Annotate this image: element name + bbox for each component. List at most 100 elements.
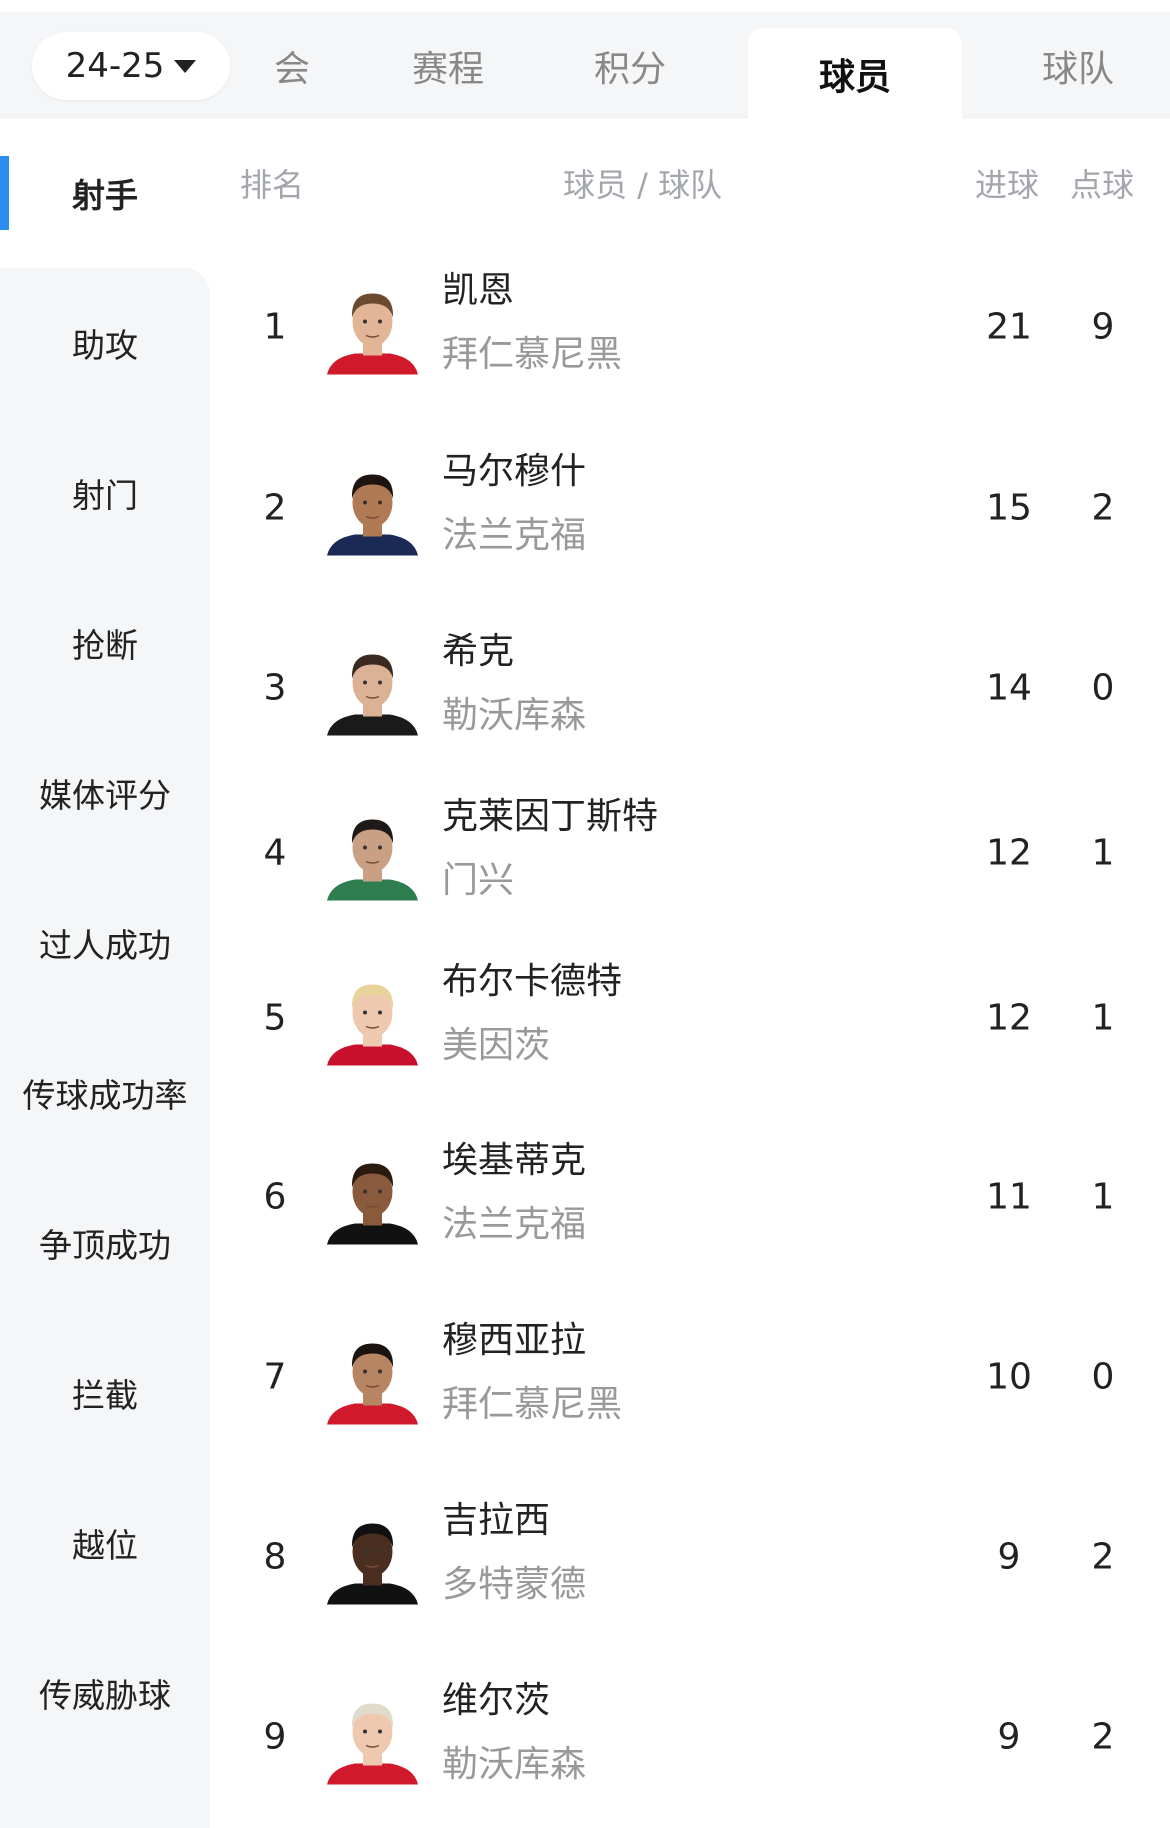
player-avatar	[327, 1523, 418, 1605]
team-name[interactable]: 法兰克福	[442, 515, 587, 556]
tab-standings[interactable]: 积分	[593, 49, 667, 90]
player-name[interactable]: 希克	[442, 631, 515, 672]
goals: 10	[986, 1356, 1032, 1398]
player-avatar	[327, 293, 418, 375]
team-name[interactable]: 勒沃库森	[442, 695, 587, 736]
table-row[interactable]: 4 克莱因丁斯特 门兴 12 1	[210, 763, 1170, 943]
tab-players[interactable]: 球员	[748, 28, 962, 119]
header-penalties[interactable]: 点球	[1070, 166, 1135, 204]
team-name[interactable]: 美因茨	[442, 1025, 551, 1066]
penalties: 1	[1091, 1176, 1115, 1218]
player-name[interactable]: 穆西亚拉	[442, 1320, 587, 1361]
sidebar-item[interactable]: 助攻	[0, 268, 210, 418]
sidebar-item-label: 射手	[72, 176, 138, 215]
player-name[interactable]: 马尔穆什	[442, 451, 587, 492]
player-avatar	[327, 819, 418, 901]
season-value: 24-25	[65, 46, 165, 86]
player-avatar	[327, 984, 418, 1066]
player-name[interactable]: 埃基蒂克	[442, 1140, 587, 1181]
header-rank: 排名	[240, 166, 305, 204]
rank: 2	[263, 487, 287, 529]
player-name[interactable]: 凯恩	[442, 270, 515, 311]
tab-partial[interactable]: 会	[273, 49, 310, 90]
table-row[interactable]: 8 吉拉西 多特蒙德 9 2	[210, 1467, 1170, 1647]
sidebar-item-label: 越位	[72, 1526, 138, 1565]
sidebar-item[interactable]: 传威胁球	[0, 1618, 210, 1768]
table-row[interactable]: 9 维尔茨 勒沃库森 9 2	[210, 1647, 1170, 1827]
goals: 12	[986, 997, 1032, 1039]
rank: 4	[263, 832, 287, 874]
player-name[interactable]: 吉拉西	[442, 1500, 551, 1541]
player-avatar	[327, 1343, 418, 1425]
season-selector[interactable]: 24-25	[32, 32, 230, 100]
tab-teams[interactable]: 球队	[1041, 49, 1115, 90]
player-avatar	[327, 1703, 418, 1785]
active-indicator	[0, 156, 9, 230]
penalties: 2	[1091, 487, 1115, 529]
rank: 9	[263, 1716, 287, 1758]
tab-bar: 24-25 会 赛程 积分 球员 球队	[0, 12, 1170, 119]
rank: 3	[263, 667, 287, 709]
sidebar-item[interactable]: 射门	[0, 418, 210, 568]
sidebar-item-label: 助攻	[72, 326, 138, 365]
sidebar-item[interactable]: 争顶成功	[0, 1168, 210, 1318]
rank: 6	[263, 1176, 287, 1218]
stat-category-sidebar: 射手助攻射门抢断媒体评分过人成功传球成功率争顶成功拦截越位传威胁球	[0, 118, 210, 1828]
sidebar-item[interactable]: 过人成功	[0, 868, 210, 1018]
table-row[interactable]: 2 马尔穆什 法兰克福 15 2	[210, 418, 1170, 598]
sidebar-item-label: 拦截	[72, 1376, 138, 1415]
player-name[interactable]: 维尔茨	[442, 1680, 551, 1721]
penalties: 9	[1091, 306, 1115, 348]
player-avatar	[327, 474, 418, 556]
table-row[interactable]: 6 埃基蒂克 法兰克福 11 1	[210, 1107, 1170, 1287]
goals: 11	[986, 1176, 1032, 1218]
goals: 9	[997, 1536, 1021, 1578]
goals: 21	[986, 306, 1032, 348]
header-player-team: 球员 / 球队	[563, 166, 723, 204]
team-name[interactable]: 拜仁慕尼黑	[442, 1384, 623, 1425]
sidebar-item-label: 射门	[72, 476, 138, 515]
penalties: 2	[1091, 1536, 1115, 1578]
team-name[interactable]: 多特蒙德	[442, 1564, 587, 1605]
caret-down-icon	[174, 59, 197, 73]
sidebar-item[interactable]: 越位	[0, 1468, 210, 1618]
team-name[interactable]: 门兴	[442, 860, 515, 901]
sidebar-item-label: 抢断	[72, 626, 138, 665]
team-name[interactable]: 勒沃库森	[442, 1744, 587, 1785]
goals: 14	[986, 667, 1032, 709]
sidebar-item-label: 争顶成功	[39, 1226, 171, 1265]
team-name[interactable]: 法兰克福	[442, 1204, 587, 1245]
goals: 12	[986, 832, 1032, 874]
sidebar-item[interactable]: 射手	[0, 118, 210, 268]
sidebar-item-label: 传球成功率	[22, 1076, 188, 1115]
penalties: 2	[1091, 1716, 1115, 1758]
team-name[interactable]: 拜仁慕尼黑	[442, 334, 623, 375]
goals: 9	[997, 1716, 1021, 1758]
sidebar-item-label: 过人成功	[39, 926, 171, 965]
rank: 8	[263, 1536, 287, 1578]
rank: 5	[263, 997, 287, 1039]
rank: 7	[263, 1356, 287, 1398]
sidebar-item[interactable]: 抢断	[0, 568, 210, 718]
penalties: 0	[1091, 667, 1115, 709]
goals: 15	[986, 487, 1032, 529]
sidebar-item[interactable]: 拦截	[0, 1318, 210, 1468]
sidebar-item-label: 传威胁球	[39, 1676, 171, 1715]
penalties: 1	[1091, 997, 1115, 1039]
rank: 1	[263, 306, 287, 348]
player-name[interactable]: 克莱因丁斯特	[442, 796, 659, 837]
player-name[interactable]: 布尔卡德特	[442, 961, 623, 1002]
sidebar-item[interactable]: 媒体评分	[0, 718, 210, 868]
sidebar-item[interactable]: 传球成功率	[0, 1018, 210, 1168]
header-goals[interactable]: 进球	[975, 166, 1040, 204]
tab-schedule[interactable]: 赛程	[411, 49, 485, 90]
player-avatar	[327, 1163, 418, 1245]
table-row[interactable]: 5 布尔卡德特 美因茨 12 1	[210, 928, 1170, 1108]
penalties: 0	[1091, 1356, 1115, 1398]
player-avatar	[327, 654, 418, 736]
table-row[interactable]: 7 穆西亚拉 拜仁慕尼黑 10 0	[210, 1287, 1170, 1467]
sidebar-item-label: 媒体评分	[39, 776, 171, 815]
penalties: 1	[1091, 832, 1115, 874]
table-row[interactable]: 1 凯恩 拜仁慕尼黑 21 9	[210, 237, 1170, 417]
table-row[interactable]: 3 希克 勒沃库森 14 0	[210, 598, 1170, 778]
